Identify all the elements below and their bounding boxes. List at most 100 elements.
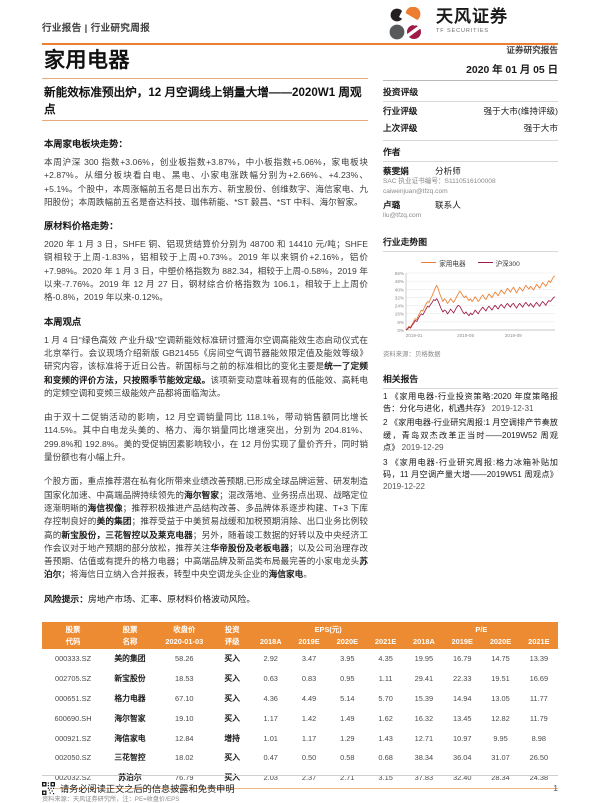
rating-row-industry: 行业评级 强于大市(维持评级) — [383, 102, 558, 119]
author-role: 联系人 — [435, 200, 461, 210]
table-cell: 买入 — [224, 654, 240, 664]
emphasis-text: 新宝股份，三花智控以及莱克电器 — [61, 529, 193, 540]
table-row[interactable]: 002032.SZ 苏泊尔 76.79 买入 2.03 2.37 2.71 3.15 37.83… — [42, 768, 558, 788]
table-cell: 15.39 — [414, 693, 434, 703]
table-row[interactable]: 002705.SZ 新宝股份 18.53 买入 0.63 0.83 0.95 1.11 29.4… — [42, 669, 558, 689]
table-cell: 19.95 — [414, 654, 434, 664]
table-cell: 31.07 — [491, 753, 510, 763]
table-cell: 18.53 — [175, 674, 194, 684]
table-cell: 16.32 — [414, 713, 434, 723]
body-text: 该项新变动意味着现有的低能效、高耗电的定频空调和变频三级能效产品都将面临淘汰。 — [44, 374, 368, 398]
divider — [383, 140, 558, 141]
legend-item-csi300: 沪深300 — [477, 258, 520, 268]
emphasis-text: 海信视像 — [87, 502, 123, 513]
table-row[interactable]: 000651.SZ 格力电器 67.10 买入 4.36 4.49 5.14 5.70 15.3… — [42, 689, 558, 709]
table-cell: 5.70 — [378, 693, 393, 703]
table-cell: 2.92 — [263, 654, 278, 664]
svg-text:48%: 48% — [395, 279, 404, 284]
table-cell: 10.97 — [452, 733, 472, 743]
table-cell: 67.10 — [175, 693, 194, 703]
footer-divider — [42, 775, 558, 776]
sidebar: 证券研究报告 2020 年 01 月 05 日 投资评级 行业评级 强于大市(维… — [383, 44, 558, 494]
table-cell: 22.33 — [452, 674, 472, 684]
related-report-item[interactable]: 1 《家用电器-行业投资策略:2020 年度策略报告：分化与进化，机遇共存》 2… — [383, 391, 558, 416]
table-cell: 76.79 — [175, 773, 194, 783]
report-kicker: 证券研究报告 — [506, 45, 558, 55]
table-body: 000333.SZ 美的集团 58.26 买入 2.92 3.47 3.95 4.35 19.9… — [42, 649, 558, 787]
table-row[interactable]: 600690.SH 海尔智家 19.10 买入 1.17 1.42 1.49 1.62 16.3… — [42, 708, 558, 728]
table-cell: 3.47 — [301, 654, 317, 664]
logo-name-en: TF SECURITIES — [436, 28, 489, 34]
related-report-item[interactable]: 3 《家用电器-行业研究周报:格力冰箱补贴加码，11 月空调产量大增——2019… — [383, 457, 558, 494]
table-header-cell: 2020-01-03 — [155, 635, 213, 649]
related-report-date: 2019-12-29 — [401, 443, 444, 453]
table-cell: 买入 — [224, 773, 240, 783]
table-cell: 12.82 — [491, 713, 510, 723]
table-cell: 16.79 — [452, 654, 472, 664]
divider — [383, 387, 558, 389]
table-cell: 4.35 — [378, 654, 393, 664]
table-cell: 12.84 — [175, 733, 194, 743]
emphasis-text: 海尔智家 — [184, 489, 220, 500]
risk-label: 风险提示： — [44, 593, 88, 604]
table-group-header-cell: 收盘价 — [155, 622, 213, 636]
table-cell: 三花智控 — [114, 753, 146, 763]
table-cell: 1.17 — [263, 713, 278, 723]
page-number: 1 — [553, 783, 558, 793]
table-cell: 2.03 — [263, 773, 278, 783]
related-report-item[interactable]: 2 《家用电器-行业研究周报:1 月空调排产节奏放缓，青岛双杰改革正当时——20… — [383, 417, 558, 454]
author-email[interactable]: llu@tfzq.com — [383, 212, 422, 219]
chart-section-title: 行业走势图 — [383, 236, 427, 247]
table-cell: 19.10 — [175, 713, 194, 723]
table-cell: 海尔智家 — [114, 713, 146, 723]
table-row[interactable]: 000333.SZ 美的集团 58.26 买入 2.92 3.47 3.95 4.35 19.9… — [42, 649, 558, 669]
table-cell: 1.43 — [378, 733, 393, 743]
table-cell: 格力电器 — [114, 693, 146, 703]
logo-wordmark: 天风证券 TF SECURITIES — [436, 8, 508, 35]
legend-item-home-appliance: 家用电器 — [421, 258, 466, 268]
svg-text:56%: 56% — [395, 271, 404, 276]
table-cell: 32.40 — [452, 773, 472, 783]
table-group-header-cell: P/E — [404, 622, 558, 636]
table-header-cell: 2021E — [366, 635, 405, 649]
table-cell: 28.34 — [491, 773, 510, 783]
table-cell: 14.94 — [452, 693, 472, 703]
table-cell: 5.14 — [340, 693, 355, 703]
table-group-header-row: 股票 股票 收盘价 投资 EPS(元) P/E — [42, 622, 558, 636]
rating-value: 强于大市 — [523, 122, 558, 133]
view-paragraph-2: 由于双十二促销活动的影响，12 月空调销量同比 118.1%，带动销售额同比增长… — [44, 411, 368, 464]
table-cell: 新宝股份 — [114, 674, 146, 684]
section-heading: 原材料价格走势： — [44, 221, 119, 232]
table-header-cell: 2020E — [328, 635, 367, 649]
table-cell: 002050.SZ — [54, 753, 92, 763]
emphasis-text: 苏泊尔 — [44, 556, 368, 580]
page-header: 行业报告 | 行业研究周报 天风证券 TF SECURITIES — [42, 7, 558, 48]
table-cell: 0.47 — [263, 753, 278, 763]
author-email[interactable]: caiwenjuan@tfzq.com — [383, 187, 448, 195]
section-weekly-view: 本周观点 1 月 4 日“绿色高效 产业升级”空调新能效标准研讨暨海尔空调高能效… — [44, 316, 368, 582]
title-divider-top — [42, 78, 368, 79]
author-analyst: 蔡雯娟 分析师 SAC 执业证书编号：S1110516100008 caiwen… — [383, 162, 558, 196]
table-cell: 1.11 — [378, 674, 393, 684]
section-body: 本周沪深 300 指数+3.06%，创业板指数+3.87%，中小板指数+5.06… — [44, 157, 368, 207]
table-header-cell: 评级 — [212, 635, 252, 649]
table-row[interactable]: 002050.SZ 三花智控 18.02 买入 0.47 0.50 0.58 0.68 38.3… — [42, 748, 558, 768]
table-cell: 13.45 — [452, 713, 472, 723]
table-cell: 买入 — [224, 713, 240, 723]
industry-trend-chart: 家用电器 沪深300 0% 8% 16% 24% 32% 40% 48% 56% 2019-01… — [383, 258, 558, 346]
title-divider-bottom — [42, 120, 368, 121]
table-cell: 1.01 — [263, 733, 278, 743]
logo-mark-icon — [389, 7, 423, 40]
table-cell: 3.95 — [340, 654, 355, 664]
table-cell: 19.51 — [491, 674, 510, 684]
header-divider — [42, 43, 558, 45]
related-report-date: 2019-12-31 — [491, 403, 534, 413]
related-report-text: 2 《家用电器-行业研究周报:1 月空调排产节奏放缓，青岛双杰改革正当时——20… — [383, 418, 558, 453]
qr-code-icon — [42, 781, 55, 795]
table-cell: 24.38 — [529, 773, 549, 783]
table-row[interactable]: 000921.SZ 海信家电 12.84 增持 1.01 1.17 1.29 1.43 12.7… — [42, 728, 558, 748]
table-header-cell: 2021E — [519, 635, 558, 649]
table-header-cell: 名称 — [104, 635, 156, 649]
body-text: 1 月 4 日“绿色高效 产业升级”空调新能效标准研讨暨海尔空调高能效生态启动仪… — [44, 334, 368, 372]
table-header-cell: 2019E — [289, 635, 329, 649]
